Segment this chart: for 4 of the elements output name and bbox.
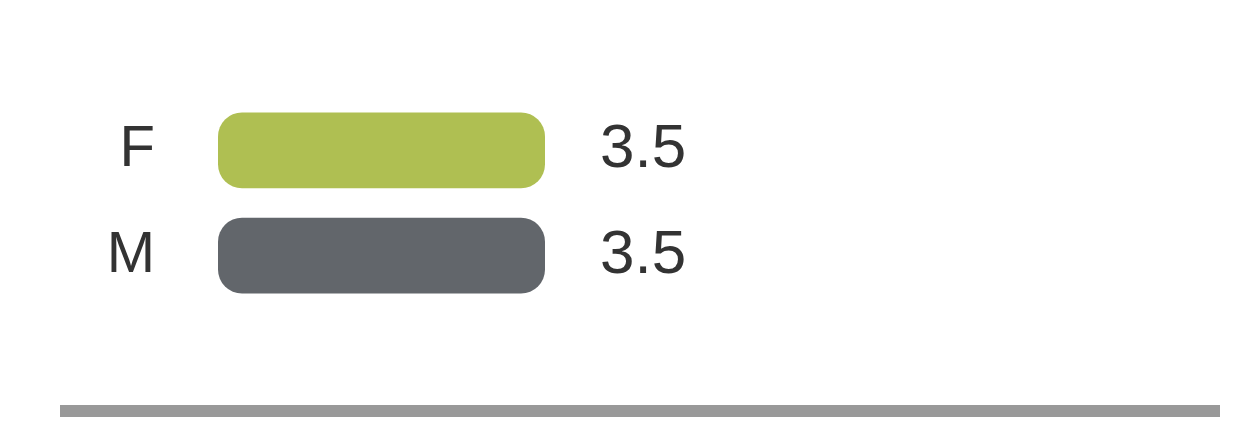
data-label: 3.5 <box>600 111 687 181</box>
y-tick-label: F <box>119 113 155 179</box>
y-tick-label: M <box>106 218 155 284</box>
data-label: 3.5 <box>600 216 687 286</box>
